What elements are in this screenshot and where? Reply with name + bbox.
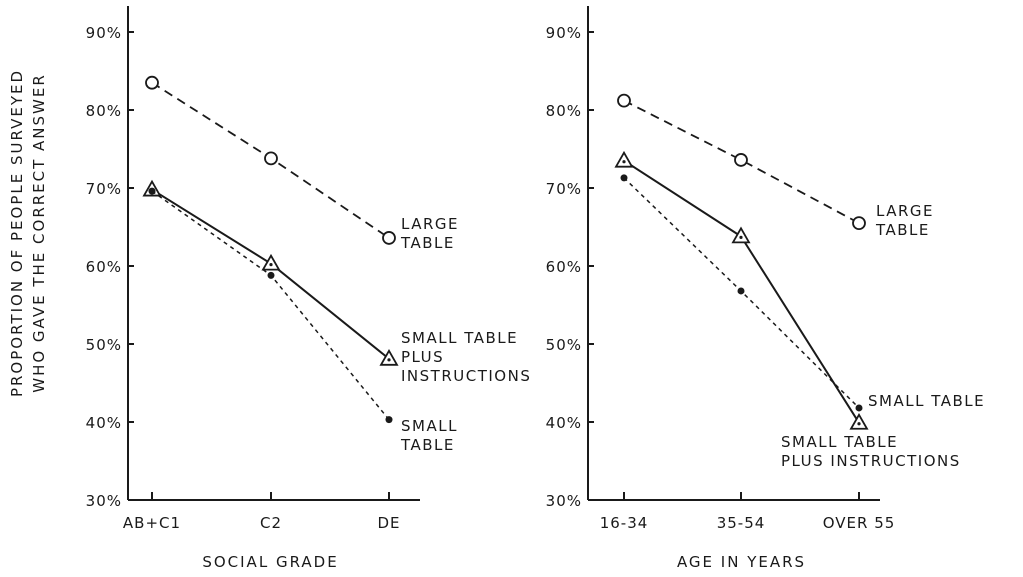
series-annotation-label: LARGE (876, 202, 934, 220)
x-tick-label: DE (377, 514, 400, 532)
series-annotation-label: SMALL TABLE (868, 392, 985, 410)
y-tick-label: 50% (86, 336, 122, 354)
y-tick-label: 70% (546, 180, 582, 198)
series-annotation-label: PLUS (401, 348, 444, 366)
series-annotation-label: SMALL TABLE (781, 433, 898, 451)
series-annotation-label: LARGE (401, 215, 459, 233)
y-tick-label: 80% (86, 102, 122, 120)
data-point-circle (264, 151, 278, 166)
data-point-triangle-center (857, 422, 861, 426)
data-point-dot (385, 416, 393, 424)
data-point-circle (734, 153, 748, 167)
y-tick-label: 90% (86, 24, 122, 42)
data-point-triangle (614, 150, 634, 168)
y-tick-label: 70% (86, 180, 122, 198)
series-annotation-label: TABLE (400, 436, 455, 454)
series-annotation-label: SMALL TABLE (401, 329, 518, 347)
y-tick-label: 40% (86, 414, 122, 432)
x-tick-label: 16-34 (600, 514, 649, 532)
y-axis-label: PROPORTION OF PEOPLE SURVEYED WHO GAVE T… (8, 69, 48, 397)
y-tick-label: 90% (546, 24, 582, 42)
data-point-dot (267, 271, 275, 279)
y-tick-label: 80% (546, 102, 582, 120)
data-point-circle (145, 75, 159, 90)
data-point-dot (855, 404, 863, 412)
x-axis-label: SOCIAL GRADE (202, 553, 338, 571)
data-point-circle (382, 231, 396, 245)
chart-panel-1: 30% 40% 50% 60% 70% 80% 90% AB+C1 C2 DE SOCIAL GRA… (86, 6, 531, 571)
x-tick-label: AB+C1 (123, 514, 181, 532)
x-axis-label: AGE IN YEARS (677, 553, 806, 571)
data-point-circle (852, 216, 866, 231)
data-point-triangle (379, 349, 399, 366)
series-line (151, 190, 390, 421)
data-point-dot (737, 287, 745, 295)
y-axis-label-line-1: PROPORTION OF PEOPLE SURVEYED (8, 69, 26, 397)
y-tick-label: 30% (86, 492, 122, 510)
series-annotation-label: TABLE (400, 234, 455, 252)
series-annotation-label: INSTRUCTIONS (401, 367, 531, 385)
data-point-triangle (731, 226, 751, 244)
y-tick-label: 50% (546, 336, 582, 354)
data-point-dot (148, 187, 156, 195)
x-tick-label: OVER 55 (823, 514, 896, 532)
x-tick-label: C2 (260, 514, 282, 532)
data-point-dot (620, 174, 628, 182)
series-annotation-label: TABLE (875, 221, 930, 239)
y-tick-label: 40% (546, 414, 582, 432)
y-tick-label: 60% (86, 258, 122, 276)
series-annotation-label: PLUS INSTRUCTIONS (781, 452, 961, 470)
data-point-circle (617, 93, 631, 108)
data-point-triangle-center (739, 235, 743, 239)
data-point-triangle (849, 412, 869, 430)
y-tick-label: 30% (546, 492, 582, 510)
x-tick-label: 35-54 (717, 514, 766, 532)
series-annotation-label: SMALL (401, 417, 458, 435)
chart-panel-2: 30% 40% 50% 60% 70% 80% 90% 16-34 35-54 OVER 55 AG… (546, 6, 985, 571)
y-tick-label: 60% (546, 258, 582, 276)
data-point-triangle-center (387, 358, 391, 362)
data-point-triangle (261, 253, 281, 271)
y-axis-label-line-2: WHO GAVE THE CORRECT ANSWER (30, 73, 48, 393)
data-point-triangle-center (269, 263, 273, 267)
data-point-triangle-center (622, 160, 626, 164)
